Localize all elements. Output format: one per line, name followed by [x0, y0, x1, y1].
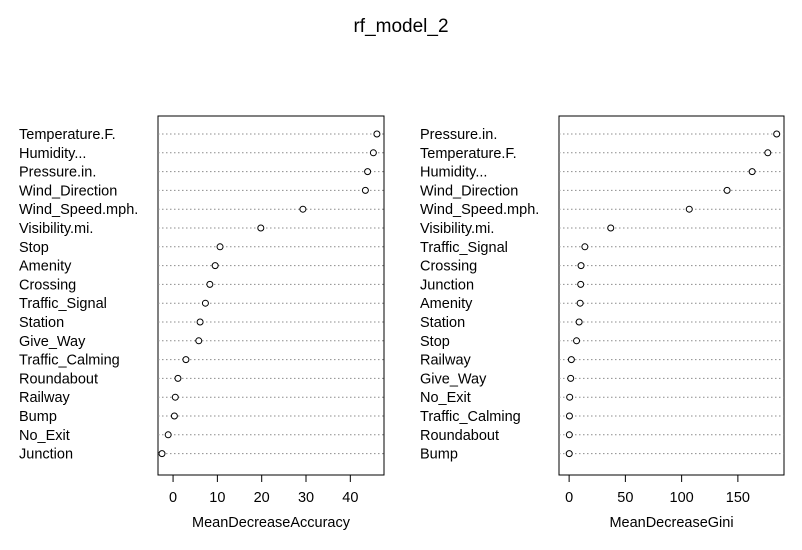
data-point: [685, 205, 693, 213]
category-label: Visibility.mi.: [420, 221, 494, 237]
data-point: [206, 280, 214, 288]
category-label: Give_Way: [19, 334, 86, 350]
data-point: [170, 412, 178, 420]
x-tick-label: 20: [254, 490, 270, 506]
data-point: [201, 299, 209, 307]
category-label: No_Exit: [420, 390, 471, 406]
data-point: [565, 431, 573, 439]
data-point: [364, 168, 372, 176]
data-point: [566, 393, 574, 401]
data-point: [773, 130, 781, 138]
data-point: [764, 149, 772, 157]
category-label: Wind_Speed.mph.: [420, 202, 539, 218]
x-axis-label: MeanDecreaseAccuracy: [192, 515, 351, 531]
category-label: Traffic_Signal: [420, 240, 508, 256]
data-point: [174, 374, 182, 382]
data-point: [607, 224, 615, 232]
data-point: [164, 431, 172, 439]
category-label: Traffic_Signal: [19, 296, 107, 312]
category-label: Bump: [420, 447, 458, 463]
category-label: Pressure.in.: [19, 165, 96, 181]
data-point: [575, 318, 583, 326]
category-label: Station: [420, 315, 465, 331]
data-point: [567, 356, 575, 364]
category-label: Stop: [420, 334, 450, 350]
data-point: [182, 356, 190, 364]
category-label: Bump: [19, 409, 57, 425]
category-label: Station: [19, 315, 64, 331]
category-label: Visibility.mi.: [19, 221, 93, 237]
x-tick-label: 50: [617, 490, 633, 506]
category-label: Crossing: [420, 259, 477, 275]
data-point: [748, 168, 756, 176]
category-label: Railway: [19, 390, 71, 406]
category-label: Give_Way: [420, 371, 487, 387]
x-axis-label: MeanDecreaseGini: [609, 515, 733, 531]
category-label: Amenity: [420, 296, 473, 312]
plot-frame-1: [157, 115, 385, 476]
category-label: Railway: [420, 353, 472, 369]
data-point: [299, 205, 307, 213]
data-point: [581, 243, 589, 251]
data-point: [577, 280, 585, 288]
category-label: Traffic_Calming: [420, 409, 521, 425]
data-point: [573, 337, 581, 345]
data-point: [723, 186, 731, 194]
data-point: [216, 243, 224, 251]
x-tick-label: 0: [169, 490, 177, 506]
category-label: Humidity...: [19, 146, 86, 162]
category-label: Roundabout: [19, 371, 98, 387]
data-point: [196, 318, 204, 326]
category-label: Junction: [420, 277, 474, 293]
category-label: Wind_Direction: [19, 183, 117, 199]
category-label: Humidity...: [420, 165, 487, 181]
category-label: Temperature.F.: [19, 127, 116, 143]
category-label: Wind_Direction: [420, 183, 518, 199]
data-point: [576, 299, 584, 307]
x-tick-label: 10: [209, 490, 225, 506]
data-point: [158, 450, 166, 458]
x-tick-label: 150: [726, 490, 750, 506]
data-point: [171, 393, 179, 401]
category-label: Roundabout: [420, 428, 499, 444]
data-point: [369, 149, 377, 157]
category-label: Crossing: [19, 277, 76, 293]
chart-title: rf_model_2: [353, 16, 449, 37]
data-point: [211, 262, 219, 270]
x-tick-label: 0: [565, 490, 573, 506]
category-label: Amenity: [19, 259, 72, 275]
data-point: [577, 262, 585, 270]
data-point: [565, 412, 573, 420]
category-label: Traffic_Calming: [19, 353, 120, 369]
x-tick-label: 40: [342, 490, 358, 506]
data-point: [361, 186, 369, 194]
data-point: [195, 337, 203, 345]
category-label: Wind_Speed.mph.: [19, 202, 138, 218]
x-tick-label: 30: [298, 490, 314, 506]
category-label: No_Exit: [19, 428, 70, 444]
data-point: [373, 130, 381, 138]
x-tick-label: 100: [670, 490, 694, 506]
category-label: Pressure.in.: [420, 127, 497, 143]
category-label: Stop: [19, 240, 49, 256]
data-point: [257, 224, 265, 232]
category-label: Junction: [19, 447, 73, 463]
data-point: [567, 374, 575, 382]
category-label: Temperature.F.: [420, 146, 517, 162]
data-point: [565, 450, 573, 458]
